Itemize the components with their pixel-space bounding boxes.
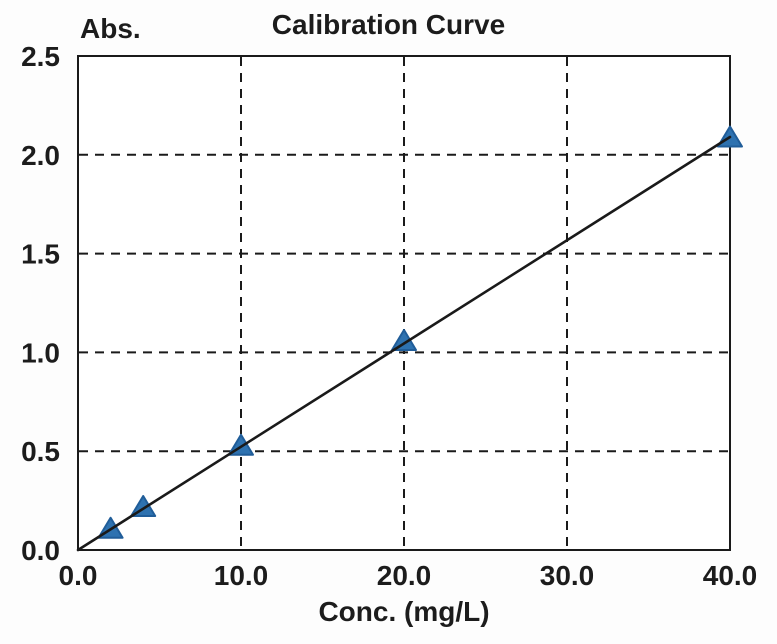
y-tick-label: 1.5 xyxy=(21,239,60,270)
y-tick-label: 1.0 xyxy=(21,337,60,368)
x-axis-label: Conc. (mg/L) xyxy=(318,596,490,627)
x-tick-label: 0.0 xyxy=(59,560,98,591)
x-tick-label: 30.0 xyxy=(540,560,595,591)
chart-title: Calibration Curve xyxy=(271,9,506,40)
x-tick-label: 20.0 xyxy=(377,560,432,591)
y-tick-label: 2.0 xyxy=(21,140,60,171)
y-axis-label: Abs. xyxy=(80,13,141,44)
y-tick-label: 0.5 xyxy=(21,436,60,467)
x-tick-label: 10.0 xyxy=(214,560,269,591)
x-tick-label: 40.0 xyxy=(703,560,758,591)
y-tick-label: 0.0 xyxy=(21,535,60,566)
regression-line xyxy=(76,135,732,552)
y-tick-label: 2.5 xyxy=(21,41,60,72)
